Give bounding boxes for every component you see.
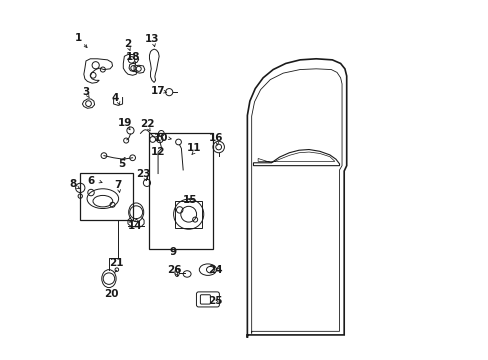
Text: 7: 7 — [114, 180, 122, 190]
Text: 23: 23 — [136, 168, 150, 179]
Text: 14: 14 — [127, 221, 142, 231]
Text: 2: 2 — [124, 39, 131, 49]
Text: 17: 17 — [150, 86, 164, 96]
Text: 8: 8 — [69, 179, 77, 189]
Text: 15: 15 — [183, 195, 197, 205]
Text: 21: 21 — [109, 258, 123, 268]
Text: 3: 3 — [82, 87, 89, 97]
Text: 25: 25 — [207, 296, 222, 306]
Text: 5: 5 — [118, 159, 125, 169]
Bar — [175, 201, 202, 228]
Text: 26: 26 — [167, 265, 182, 275]
Text: 16: 16 — [209, 133, 224, 143]
Text: 4: 4 — [111, 93, 119, 103]
Text: 10: 10 — [154, 133, 168, 143]
Text: 6: 6 — [87, 176, 95, 186]
Bar — [149, 134, 212, 249]
Text: 22: 22 — [140, 120, 154, 129]
Text: 12: 12 — [150, 147, 164, 157]
Text: 24: 24 — [207, 265, 222, 275]
Text: 20: 20 — [103, 289, 118, 299]
Text: 13: 13 — [144, 35, 159, 44]
Text: 19: 19 — [118, 118, 132, 128]
Text: 11: 11 — [186, 143, 201, 153]
Text: 18: 18 — [125, 52, 140, 62]
Text: 1: 1 — [75, 33, 82, 43]
Text: 9: 9 — [169, 247, 176, 257]
Bar — [80, 173, 133, 220]
